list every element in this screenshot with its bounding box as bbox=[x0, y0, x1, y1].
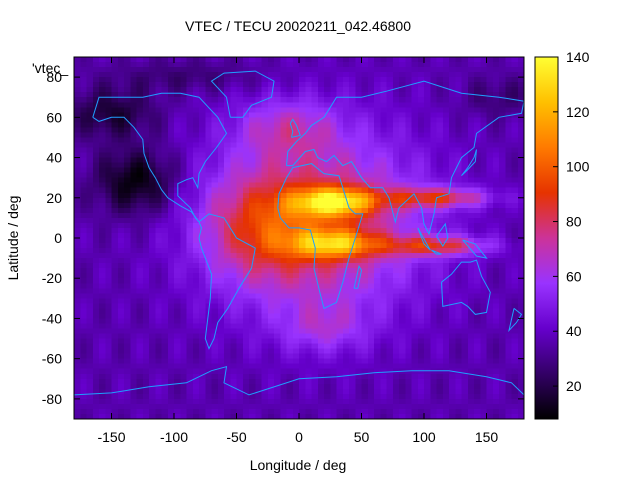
colorbar: 20 40 60 80 100 120 140 bbox=[534, 49, 590, 420]
coastline-madagascar bbox=[353, 264, 363, 289]
coastline-indonesia-b bbox=[431, 249, 442, 255]
y-tick-label: -20 bbox=[42, 270, 62, 286]
y-tick-label: 80 bbox=[46, 69, 62, 85]
coastline-africa bbox=[277, 163, 364, 310]
coastline-new-zealand bbox=[508, 308, 523, 333]
colorbar-tick-label: 80 bbox=[566, 214, 582, 230]
x-tick-label: -100 bbox=[160, 429, 188, 445]
colorbar-tick-label: 40 bbox=[566, 323, 582, 339]
colorbar-tick-label: 100 bbox=[566, 159, 590, 175]
coastline-south-america bbox=[198, 213, 256, 350]
coastline-north-america bbox=[92, 92, 228, 223]
vtec-heatmap bbox=[74, 57, 524, 419]
colorbar-gradient bbox=[534, 56, 559, 420]
x-tick-label: -150 bbox=[97, 429, 125, 445]
legend-entry: 'vtec_ bbox=[32, 60, 68, 76]
x-tick-label: 0 bbox=[295, 429, 303, 445]
coastline-antarctica bbox=[73, 366, 525, 396]
coastline-eurasia bbox=[286, 80, 525, 236]
y-tick-label: 60 bbox=[46, 109, 62, 125]
coastline-australia bbox=[441, 259, 491, 315]
y-axis-label: Latitude / deg bbox=[5, 196, 21, 281]
coastline-borneo bbox=[436, 222, 449, 247]
x-tick-label: 50 bbox=[354, 429, 370, 445]
y-tick-label: 20 bbox=[46, 190, 62, 206]
y-axis: -80 -60 -40 -20 0 20 40 60 80 bbox=[42, 69, 524, 407]
colorbar-tick-label: 120 bbox=[566, 104, 590, 120]
colorbar-tick-label: 60 bbox=[566, 268, 582, 284]
coastline-japan bbox=[461, 149, 477, 177]
chart-title: VTEC / TECU 20020211_042.46800 bbox=[185, 18, 411, 34]
y-tick-label: -40 bbox=[42, 310, 62, 326]
x-tick-label: -50 bbox=[226, 429, 246, 445]
colorbar-tick-label: 20 bbox=[566, 378, 582, 394]
coastlines bbox=[73, 70, 525, 396]
x-tick-label: 150 bbox=[475, 429, 499, 445]
coastline-indonesia-a bbox=[417, 227, 431, 251]
x-tick-label: 100 bbox=[412, 429, 436, 445]
y-tick-label: -60 bbox=[42, 351, 62, 367]
coastline-greenland bbox=[210, 70, 275, 118]
y-tick-label: -80 bbox=[42, 391, 62, 407]
x-axis: -150 -100 -50 0 50 100 150 bbox=[97, 57, 498, 445]
y-tick-label: 40 bbox=[46, 150, 62, 166]
coastline-uk bbox=[289, 118, 301, 138]
y-tick-label: 0 bbox=[54, 230, 62, 246]
x-axis-label: Longitude / deg bbox=[250, 457, 347, 473]
colorbar-tick-label: 140 bbox=[566, 49, 590, 65]
colorbar-ticks: 20 40 60 80 100 120 140 bbox=[553, 49, 590, 394]
coastline-new-guinea bbox=[462, 239, 488, 259]
plot-area bbox=[73, 56, 525, 420]
